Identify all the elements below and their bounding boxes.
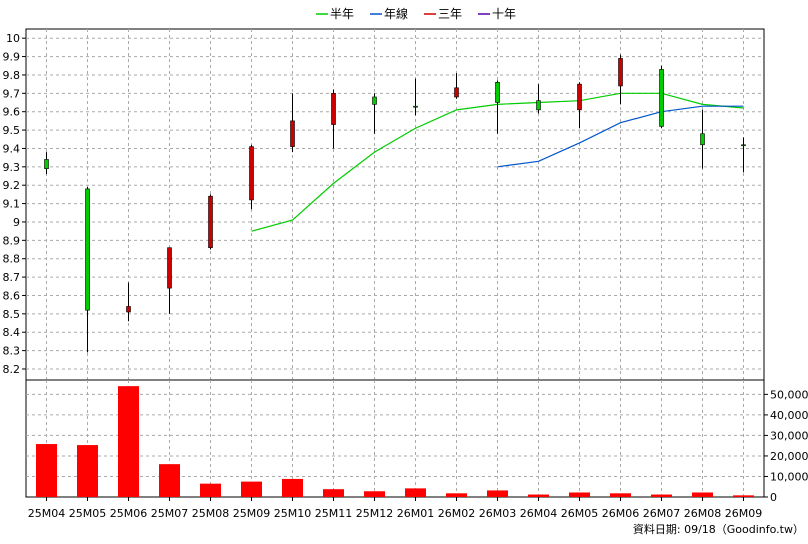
legend-label-3: 十年	[492, 7, 516, 21]
candle-body	[208, 195, 213, 248]
volume-grid	[25, 379, 765, 498]
volume-tick-label: 40,000	[770, 409, 808, 422]
legend-label-0: 半年	[330, 7, 354, 21]
x-tick-label: 26M02	[438, 507, 476, 520]
price-tick-label: 9.9	[3, 51, 21, 64]
price-tick-label: 8.2	[3, 363, 21, 376]
volume-bar	[36, 444, 57, 497]
x-tick-label: 25M10	[274, 507, 312, 520]
candle-body	[495, 81, 500, 103]
volume-bar	[282, 478, 303, 497]
x-tick-label: 26M09	[725, 507, 763, 520]
volume-bar	[446, 493, 467, 497]
price-tick-label: 9.6	[3, 106, 21, 119]
x-tick-label: 26M06	[602, 507, 640, 520]
volume-bar	[733, 495, 754, 497]
volume-bar	[610, 493, 631, 497]
volume-bars	[36, 386, 754, 497]
candle-body	[659, 69, 664, 127]
volume-bar	[528, 494, 549, 497]
x-tick-label: 25M09	[233, 507, 271, 520]
price-tick-label: 8.9	[3, 234, 21, 247]
price-tick-label: 9.2	[3, 179, 21, 192]
candle-body	[618, 58, 623, 87]
volume-bar	[487, 490, 508, 497]
price-tick-label: 10	[6, 32, 20, 45]
x-tick-label: 25M06	[110, 507, 148, 520]
candle-body	[167, 247, 172, 289]
x-tick-label: 26M07	[643, 507, 681, 520]
price-panel-frame	[25, 28, 765, 381]
volume-tick-label: 20,000	[770, 450, 808, 463]
volume-bar	[651, 494, 672, 497]
volume-tick-label: 30,000	[770, 429, 808, 442]
candle-body	[85, 188, 90, 311]
x-tick-label: 25M08	[192, 507, 230, 520]
price-tick-label: 8.8	[3, 253, 21, 266]
candle-body	[413, 105, 418, 108]
candle-body	[577, 83, 582, 111]
candlesticks	[44, 54, 746, 353]
volume-bar	[118, 386, 139, 497]
price-tick-label: 9.3	[3, 161, 21, 174]
price-tick-label: 8.6	[3, 289, 21, 302]
volume-panel-frame	[25, 379, 765, 498]
volume-bar	[200, 483, 221, 497]
x-tick-label: 25M07	[151, 507, 189, 520]
x-tick-label: 25M11	[315, 507, 353, 520]
volume-bar	[77, 445, 98, 497]
volume-tick-label: 50,000	[770, 388, 808, 401]
candle-body	[700, 133, 705, 146]
candle-body	[741, 144, 746, 147]
data-date-footer: 資料日期: 09/18（Goodinfo.tw）	[633, 522, 804, 536]
volume-axis: 0 10,000 20,000 30,000 40,000 50,000	[764, 388, 808, 504]
x-tick-label: 26M08	[684, 507, 722, 520]
candle-body	[126, 306, 131, 313]
x-tick-label: 26M04	[520, 507, 558, 520]
volume-bar	[323, 489, 344, 497]
price-tick-label: 9.4	[3, 142, 21, 155]
price-tick-label: 9.8	[3, 69, 21, 82]
price-tick-label: 9.1	[3, 198, 21, 211]
candle-body	[454, 87, 459, 98]
volume-bar	[241, 481, 262, 497]
x-tick-label: 26M03	[479, 507, 517, 520]
x-tick-label: 26M01	[397, 507, 435, 520]
price-tick-label: 8.4	[3, 326, 21, 339]
candle-body	[290, 120, 295, 147]
x-tick-label: 25M04	[28, 507, 66, 520]
x-axis: 25M04 25M05 25M06 25M07 25M08 25M09 25M10 25M11…	[28, 497, 763, 520]
volume-bar	[364, 491, 385, 497]
legend-label-1: 年線	[384, 6, 408, 21]
price-tick-label: 8.7	[3, 271, 21, 284]
price-axis: 8.2 8.3 8.4 8.5 8.6 8.7 8.8 8.9 9 9.1 9.2 9.3 9.4 9.5…	[3, 32, 26, 376]
volume-bar	[405, 488, 426, 497]
legend-label-2: 三年	[438, 7, 462, 21]
volume-bar	[569, 492, 590, 497]
volume-tick-label: 0	[770, 491, 777, 504]
volume-bar	[692, 492, 713, 497]
ma-line-1	[497, 105, 744, 168]
x-tick-label: 25M05	[69, 507, 107, 520]
price-tick-label: 9	[13, 216, 20, 229]
price-tick-label: 9.5	[3, 124, 21, 137]
candle-body	[249, 146, 254, 201]
candle-body	[331, 93, 336, 125]
price-grid	[25, 28, 765, 381]
legend: 半年 年線 三年 十年	[316, 6, 516, 21]
price-tick-label: 8.5	[3, 308, 21, 321]
candle-body	[44, 159, 49, 169]
x-tick-label: 25M12	[356, 507, 394, 520]
candle-body	[536, 100, 541, 111]
candle-body	[372, 96, 377, 105]
price-tick-label: 9.7	[3, 87, 21, 100]
volume-bar	[159, 464, 180, 497]
price-tick-label: 8.3	[3, 345, 21, 358]
x-tick-label: 26M05	[561, 507, 599, 520]
volume-tick-label: 10,000	[770, 470, 808, 483]
